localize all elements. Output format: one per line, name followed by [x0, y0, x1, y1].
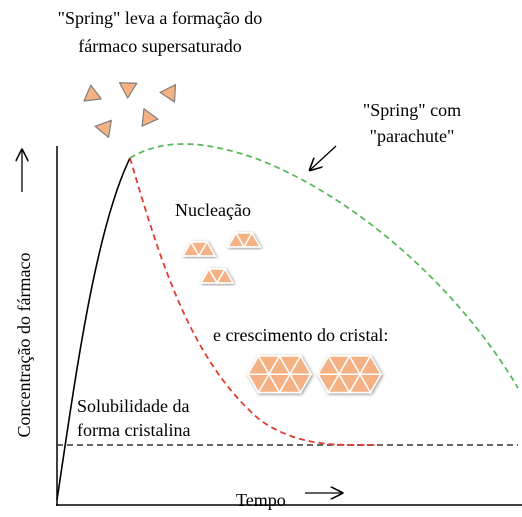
annotation: forma cristalina	[77, 420, 190, 440]
molecule	[118, 82, 138, 99]
header-line: "Spring" leva a formação do	[58, 8, 263, 28]
crystal-cluster	[246, 354, 313, 395]
crystals	[83, 82, 383, 395]
crystal-cluster	[199, 267, 235, 285]
y-axis-label: Concentração do fármaco	[14, 253, 34, 438]
crystal-cluster	[316, 354, 383, 395]
molecule	[159, 84, 177, 103]
crystal-cluster	[181, 240, 217, 258]
header-line: fármaco supersaturado	[78, 36, 241, 56]
crystal	[197, 240, 217, 257]
annotation: Nucleação	[175, 200, 251, 220]
annotation: e crescimento do cristal:	[213, 325, 388, 345]
crystal	[242, 231, 262, 248]
precipitation-curve	[129, 157, 381, 446]
crystal	[358, 373, 383, 395]
crystal-cluster	[226, 231, 262, 249]
annotation: "parachute"	[370, 126, 455, 146]
crystal	[288, 373, 313, 395]
molecule	[83, 84, 102, 102]
crystal	[215, 267, 235, 284]
annotation: "Spring" com	[363, 100, 461, 120]
spring-curve	[56, 157, 131, 501]
x-axis-label: Tempo	[236, 490, 286, 510]
molecule	[94, 119, 112, 138]
molecule	[141, 108, 159, 127]
annotation: Solubilidade da	[77, 396, 189, 416]
pointer-arrow	[310, 145, 337, 170]
parachute-curve	[129, 143, 519, 389]
